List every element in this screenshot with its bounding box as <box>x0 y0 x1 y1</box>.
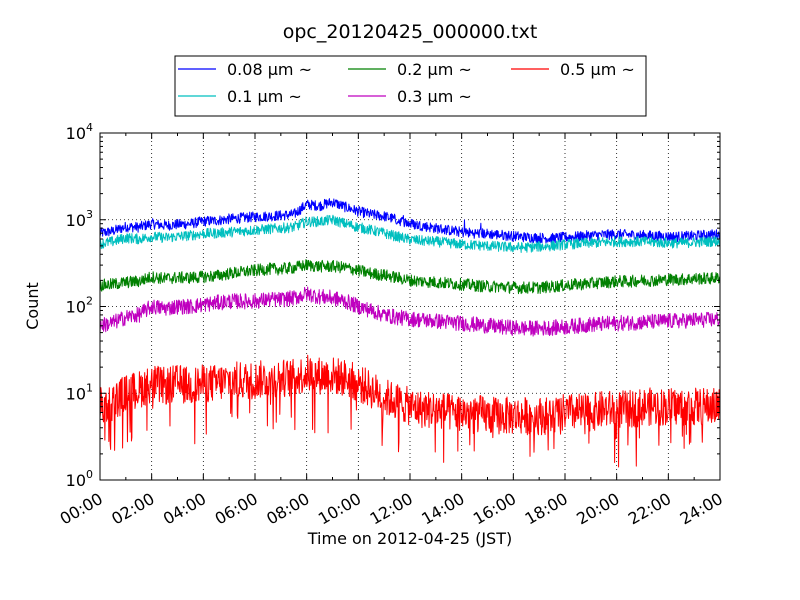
y-tick-label: 103 <box>66 208 93 230</box>
legend-box <box>174 55 647 117</box>
grid <box>100 133 720 480</box>
y-tick-label: 104 <box>66 121 93 143</box>
chart-title: opc_20120425_000000.txt <box>283 21 538 43</box>
series-line-4 <box>100 354 720 468</box>
legend-label-0: 0.08 μm ~ <box>227 60 312 79</box>
y-tick-label: 101 <box>66 381 93 403</box>
y-tick-label: 102 <box>66 295 93 317</box>
series-line-1 <box>100 214 720 253</box>
series-line-2 <box>100 259 720 295</box>
legend: 0.08 μm ~ 0.1 μm ~ 0.2 μm ~ 0.3 μm ~ 0.5 μm … <box>174 55 647 117</box>
series-line-3 <box>100 286 720 337</box>
series-line-0 <box>100 198 720 244</box>
y-axis-label: Count <box>23 282 42 330</box>
ticks <box>99 132 721 481</box>
y-tick-labels: 100 101 102 103 104 <box>66 121 93 490</box>
legend-label-4: 0.5 μm ~ <box>560 60 635 79</box>
legend-label-3: 0.3 μm ~ <box>397 87 472 106</box>
legend-label-1: 0.1 μm ~ <box>227 87 302 106</box>
legend-label-2: 0.2 μm ~ <box>397 60 472 79</box>
y-tick-label: 100 <box>66 468 93 490</box>
x-axis-label: Time on 2012-04-25 (JST) <box>307 529 512 548</box>
series-group <box>100 198 720 468</box>
